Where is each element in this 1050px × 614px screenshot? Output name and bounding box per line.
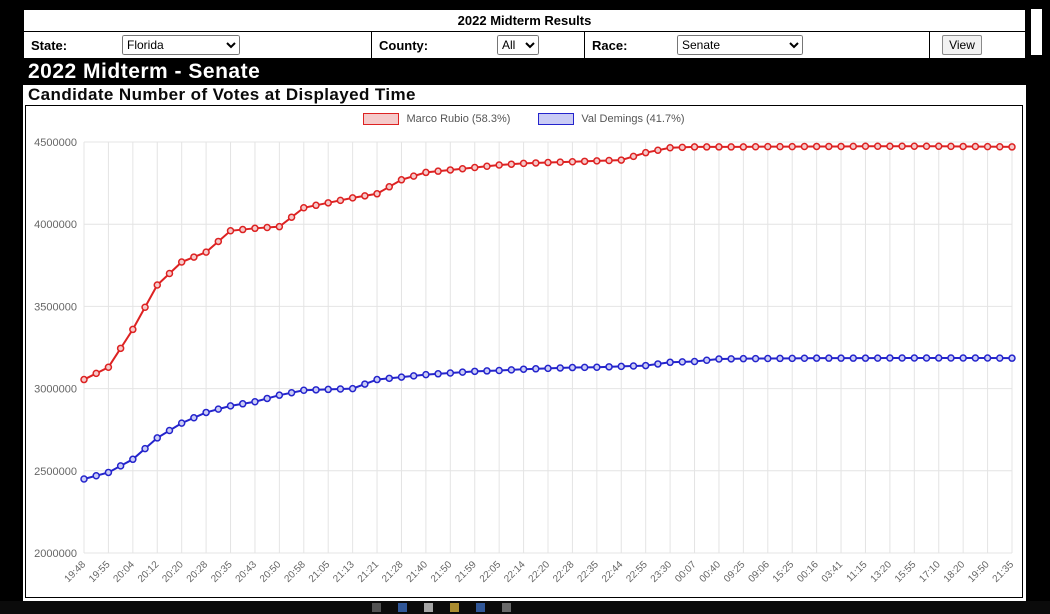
rubio-legend-swatch — [363, 113, 400, 125]
svg-text:21:21: 21:21 — [356, 559, 382, 585]
svg-text:20:28: 20:28 — [185, 559, 211, 585]
demings-legend-swatch — [538, 113, 575, 125]
form-divider — [584, 32, 585, 58]
content-panel: Candidate Number of Votes at Displayed T… — [23, 85, 1026, 601]
svg-text:00:07: 00:07 — [673, 559, 699, 585]
svg-text:21:35: 21:35 — [991, 559, 1017, 585]
rubio-legend-label: Marco Rubio (58.3%) — [406, 113, 511, 125]
svg-text:11:15: 11:15 — [845, 559, 870, 584]
taskbar-icon-4[interactable] — [450, 603, 459, 612]
taskbar — [0, 601, 1050, 614]
svg-text:4000000: 4000000 — [34, 219, 77, 231]
votes-chart: Marco Rubio (58.3%) Val Demings (41.7%) … — [25, 105, 1023, 598]
svg-text:00:40: 00:40 — [698, 559, 724, 585]
form-divider — [929, 32, 930, 58]
votes-chart-svg: 2000000 2500000 3000000 3500000 4000000 45000… — [34, 137, 1017, 585]
svg-text:21:05: 21:05 — [307, 559, 333, 585]
chart-legend: Marco Rubio (58.3%) Val Demings (41.7%) — [26, 113, 1022, 125]
svg-text:13:20: 13:20 — [869, 559, 895, 585]
legend-item-demings[interactable]: Val Demings (41.7%) — [538, 113, 685, 125]
svg-text:00:16: 00:16 — [795, 559, 821, 585]
svg-text:17:10: 17:10 — [917, 559, 943, 585]
county-select[interactable]: All — [497, 35, 539, 55]
svg-text:21:50: 21:50 — [429, 559, 455, 585]
race-select[interactable]: Senate — [677, 35, 803, 55]
page-heading-text: 2022 Midterm - Senate — [28, 59, 261, 83]
svg-text:22:05: 22:05 — [478, 559, 504, 585]
svg-text:21:28: 21:28 — [380, 559, 406, 585]
taskbar-icon-1[interactable] — [372, 603, 381, 612]
svg-text:22:55: 22:55 — [624, 559, 650, 585]
page-heading: 2022 Midterm - Senate — [23, 58, 1026, 85]
svg-text:20:04: 20:04 — [111, 559, 137, 585]
results-title: 2022 Midterm Results — [457, 13, 592, 28]
svg-text:09:06: 09:06 — [746, 559, 772, 585]
view-button[interactable]: View — [942, 35, 982, 55]
chart-subtitle: Candidate Number of Votes at Displayed T… — [28, 85, 416, 104]
svg-text:15:55: 15:55 — [893, 559, 919, 585]
svg-text:19:48: 19:48 — [63, 559, 89, 585]
state-select[interactable]: Florida — [122, 35, 240, 55]
taskbar-icon-3[interactable] — [424, 603, 433, 612]
taskbar-icon-2[interactable] — [398, 603, 407, 612]
svg-text:23:30: 23:30 — [649, 559, 675, 585]
legend-item-rubio[interactable]: Marco Rubio (58.3%) — [363, 113, 510, 125]
svg-text:20:20: 20:20 — [160, 559, 186, 585]
svg-text:21:40: 21:40 — [405, 559, 431, 585]
taskbar-icon-6[interactable] — [502, 603, 511, 612]
svg-text:22:35: 22:35 — [575, 559, 601, 585]
svg-text:18:20: 18:20 — [942, 559, 968, 585]
svg-text:2500000: 2500000 — [34, 466, 77, 478]
svg-text:22:44: 22:44 — [600, 559, 626, 585]
svg-text:20:35: 20:35 — [209, 559, 235, 585]
state-label: State: — [31, 37, 68, 53]
county-label: County: — [379, 37, 429, 53]
svg-text:09:25: 09:25 — [722, 559, 748, 585]
form-divider — [371, 32, 372, 58]
svg-text:4500000: 4500000 — [34, 137, 77, 149]
filter-form: State: Florida County: All Race: Senate … — [23, 31, 1026, 59]
svg-text:20:50: 20:50 — [258, 559, 284, 585]
page-title-bar: 2022 Midterm Results — [23, 9, 1026, 32]
demings-legend-label: Val Demings (41.7%) — [581, 113, 685, 125]
svg-text:21:13: 21:13 — [331, 559, 357, 585]
svg-text:22:14: 22:14 — [502, 559, 528, 585]
svg-text:20:43: 20:43 — [234, 559, 260, 585]
svg-text:03:41: 03:41 — [820, 559, 846, 585]
svg-text:19:55: 19:55 — [87, 559, 113, 585]
svg-text:3000000: 3000000 — [34, 384, 77, 396]
svg-text:19:50: 19:50 — [966, 559, 992, 585]
svg-text:20:12: 20:12 — [136, 559, 162, 585]
svg-text:22:28: 22:28 — [551, 559, 577, 585]
taskbar-icon-5[interactable] — [476, 603, 485, 612]
svg-text:2000000: 2000000 — [34, 548, 77, 560]
svg-text:15:25: 15:25 — [771, 559, 797, 585]
svg-text:22:20: 22:20 — [527, 559, 553, 585]
race-label: Race: — [592, 37, 628, 53]
svg-text:3500000: 3500000 — [34, 301, 77, 313]
svg-text:20:58: 20:58 — [282, 559, 308, 585]
svg-text:21:59: 21:59 — [453, 559, 479, 585]
scrollbar[interactable] — [1031, 9, 1042, 55]
